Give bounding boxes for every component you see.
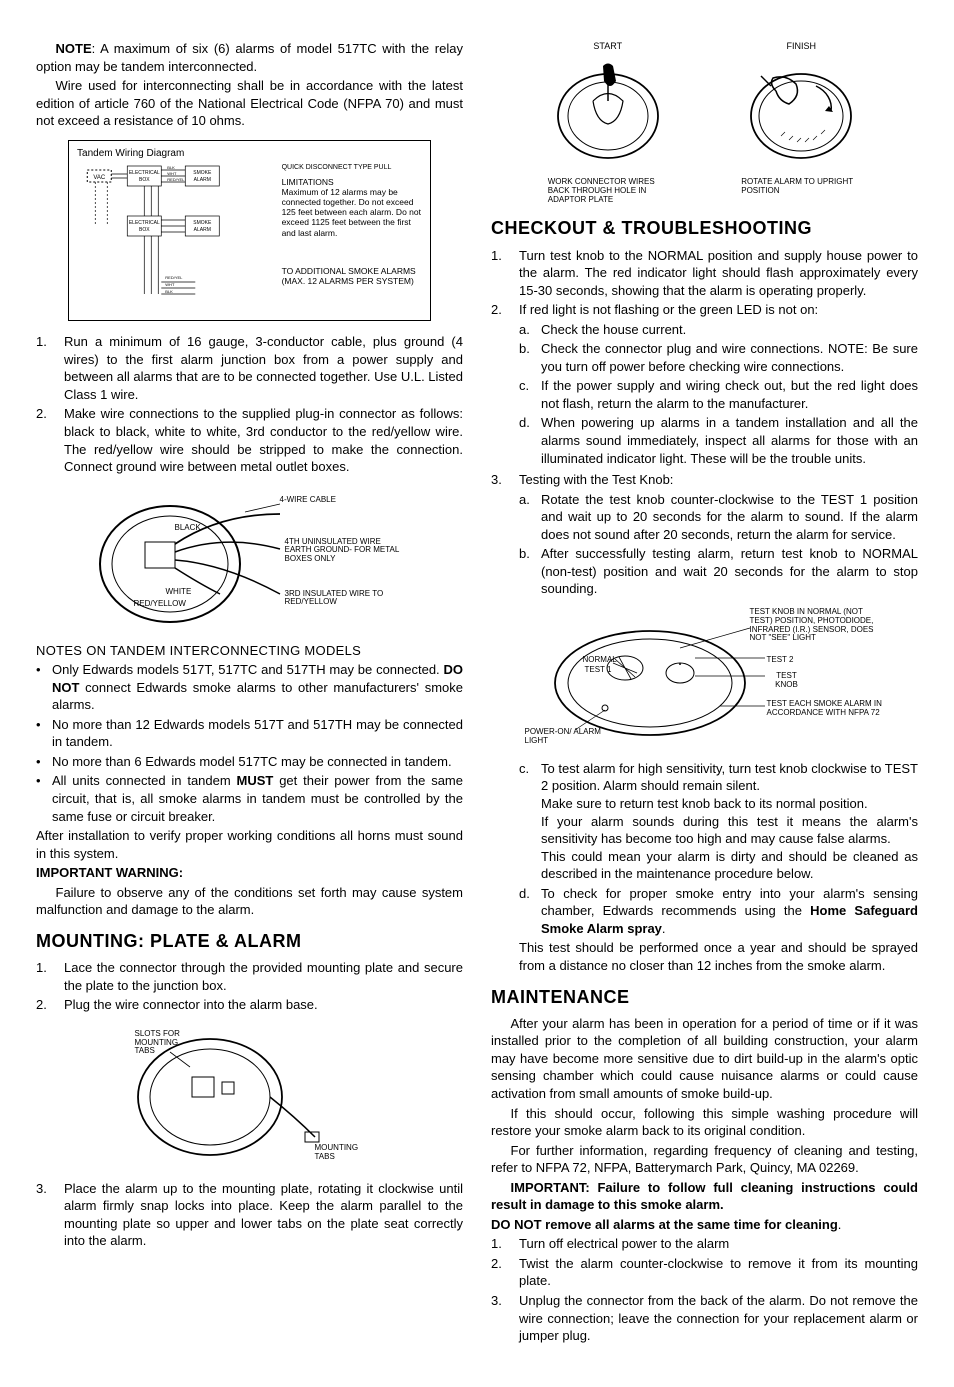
after-install: After installation to verify proper work… xyxy=(36,827,463,862)
mounting-list-3: 3.Place the alarm up to the mounting pla… xyxy=(36,1180,463,1250)
svg-text:WHT: WHT xyxy=(165,282,175,287)
svg-text:ALARM: ALARM xyxy=(194,227,211,233)
svg-text:SMOKE: SMOKE xyxy=(193,220,212,226)
slots-label: SLOTS FOR MOUNTING TABS xyxy=(135,1030,195,1056)
svg-text:WHT: WHT xyxy=(167,171,177,176)
svg-text:BOX: BOX xyxy=(139,227,150,233)
note-para: NOTE: A maximum of six (6) alarms of mod… xyxy=(36,40,463,75)
finish-label: FINISH xyxy=(705,40,899,52)
run-1: Run a minimum of 16 gauge, 3-conductor c… xyxy=(64,333,463,403)
wire-para: Wire used for interconnecting shall be i… xyxy=(36,77,463,130)
white-label: WHITE xyxy=(166,588,192,597)
notes-heading: NOTES ON TANDEM INTERCONNECTING MODELS xyxy=(36,642,463,660)
wire-connection-diagram: 4-WIRE CABLE 4TH UNINSULATED WIRE EARTH … xyxy=(80,484,420,634)
finish-icon xyxy=(741,56,861,166)
svg-text:ELECTRICAL: ELECTRICAL xyxy=(129,220,160,226)
maint-list: 1.Turn off electrical power to the alarm… xyxy=(491,1235,918,1344)
m1: After your alarm has been in operation f… xyxy=(491,1015,918,1103)
svg-text:RED/YEL: RED/YEL xyxy=(165,275,183,280)
diagram-title: Tandem Wiring Diagram xyxy=(77,147,422,161)
checkout-heading: CHECKOUT & TROUBLESHOOTING xyxy=(491,216,918,240)
tandem-wiring-diagram: Tandem Wiring Diagram VAC ELECTRICAL BOX… xyxy=(68,140,431,322)
start-caption: WORK CONNECTOR WIRES BACK THROUGH HOLE I… xyxy=(548,177,668,205)
svg-text:BLK: BLK xyxy=(165,289,173,294)
mounting-diagram: SLOTS FOR MOUNTING TABS MOUNTING TABS xyxy=(120,1022,380,1172)
maintenance-heading: MAINTENANCE xyxy=(491,985,918,1009)
start-icon xyxy=(548,56,668,166)
limitations-head: LIMITATIONS xyxy=(282,177,422,187)
four-wire-label: 4-WIRE CABLE xyxy=(280,496,336,505)
run-2: Make wire connections to the supplied pl… xyxy=(64,405,463,475)
svg-text:ELECTRICAL: ELECTRICAL xyxy=(129,170,160,176)
to-additional: TO ADDITIONAL SMOKE ALARMS (MAX. 12 ALAR… xyxy=(282,266,422,286)
m2: If this should occur, following this sim… xyxy=(491,1105,918,1140)
finish-caption: ROTATE ALARM TO UPRIGHT POSITION xyxy=(741,177,861,195)
third-label: 3RD INSULATED WIRE TO RED/YELLOW xyxy=(285,590,405,608)
note-label: NOTE xyxy=(56,41,92,56)
mounting-heading: MOUNTING: PLATE & ALARM xyxy=(36,929,463,953)
notes-bullets: Only Edwards models 517T, 517TC and 517T… xyxy=(36,661,463,825)
run-list: 1.Run a minimum of 16 gauge, 3-conductor… xyxy=(36,333,463,475)
left-column: NOTE: A maximum of six (6) alarms of mod… xyxy=(36,40,463,1347)
black-label: BLACK xyxy=(175,524,201,533)
redyel-label: RED/YELLOW xyxy=(134,600,186,609)
ground-label: 4TH UNINSULATED WIRE EARTH GROUND- FOR M… xyxy=(285,538,405,564)
svg-text:RED/YEL: RED/YEL xyxy=(167,177,185,182)
important-warning-head: IMPORTANT WARNING: xyxy=(36,864,463,882)
important-warning-text: Failure to observe any of the conditions… xyxy=(36,884,463,919)
svg-text:BOX: BOX xyxy=(139,177,150,183)
svg-text:ALARM: ALARM xyxy=(194,177,211,183)
note-text: : A maximum of six (6) alarms of model 5… xyxy=(36,41,463,74)
m5: DO NOT remove all alarms at the same tim… xyxy=(491,1216,918,1234)
limitations-body: Maximum of 12 alarms may be connected to… xyxy=(282,187,422,238)
checkout-list: 1.Turn test knob to the NORMAL position … xyxy=(491,247,918,600)
wiring-limitations: QUICK DISCONNECT TYPE PULL LIMITATIONS M… xyxy=(282,164,422,314)
m4: IMPORTANT: Failure to follow full cleani… xyxy=(491,1179,918,1214)
svg-text:VAC: VAC xyxy=(93,175,106,181)
start-label: START xyxy=(511,40,705,52)
svg-text:SMOKE: SMOKE xyxy=(193,170,212,176)
page: NOTE: A maximum of six (6) alarms of mod… xyxy=(36,40,918,1347)
right-column: START WORK CONNECTOR WIRES BACK THROUGH … xyxy=(491,40,918,1347)
mounting-list: 1.Lace the connector through the provide… xyxy=(36,959,463,1014)
m3: For further information, regarding frequ… xyxy=(491,1142,918,1177)
test-knob-diagram: TEST KNOB IN NORMAL (NOT TEST) POSITION,… xyxy=(525,608,885,748)
tabs-label: MOUNTING TABS xyxy=(315,1144,375,1162)
svg-text:BLK: BLK xyxy=(167,165,175,170)
wiring-schematic: VAC ELECTRICAL BOX SMOKE ALARM BLK WH xyxy=(77,164,274,314)
c3-cont: c. To test alarm for high sensitivity, t… xyxy=(491,758,918,975)
start-finish-diagram: START WORK CONNECTOR WIRES BACK THROUGH … xyxy=(511,40,898,204)
